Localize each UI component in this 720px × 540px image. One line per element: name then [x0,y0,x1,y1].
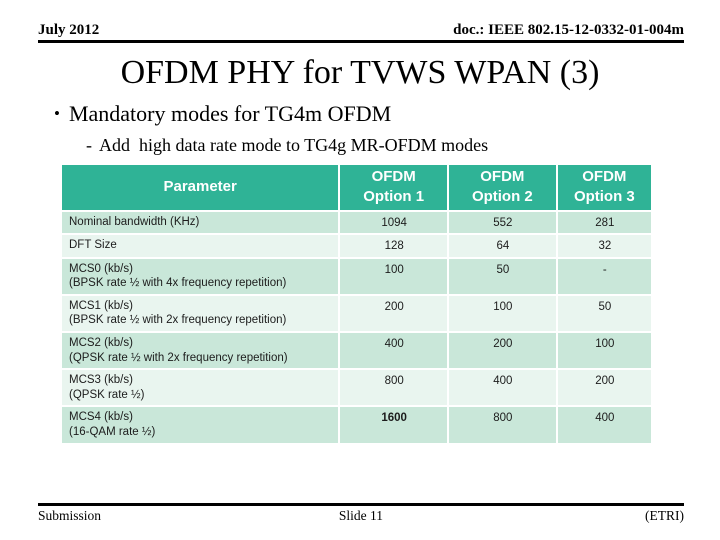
parameter-detail: (BPSK rate ½ with 2x frequency repetitio… [69,314,287,327]
value-cell: 100 [557,333,651,369]
ofdm-modes-table: Parameter OFDM Option 1 OFDM Option 2 OF… [60,163,653,445]
value-cell: 100 [340,258,448,294]
parameter-cell: MCS4 (kb/s) (16-QAM rate ½) [62,407,339,443]
value-cell: 50 [557,295,651,332]
parameter-cell: DFT Size [62,235,339,257]
page-title: OFDM PHY for TVWS WPAN (3) [120,54,600,91]
parameter-detail: (BPSK rate ½ with 4x frequency repetitio… [69,277,287,290]
column-header-label: Parameter [163,178,237,196]
value-cell: - [557,258,651,294]
value-cell: 800 [449,407,556,443]
slide-header: July 2012 doc.: IEEE 802.15-12-0332-01-0… [38,22,684,43]
parameter-name: Nominal bandwidth (KHz) [69,215,200,228]
table-row: MCS4 (kb/s) (16-QAM rate ½) 1600 800 400 [62,407,651,443]
value-cell: 800 [340,370,448,406]
value-cell: 552 [449,211,556,234]
value-cell: 400 [340,333,448,369]
column-header-parameter: Parameter [62,165,339,210]
value-cell: 32 [557,235,651,257]
parameter-cell: MCS0 (kb/s) (BPSK rate ½ with 4x frequenc… [62,258,339,294]
header-date: July 2012 [38,22,100,38]
table-row: MCS1 (kb/s) (BPSK rate ½ with 2x frequenc… [62,295,651,332]
column-header-option3: OFDM Option 3 [557,165,651,210]
parameter-name: MCS2 (kb/s) [69,337,133,350]
value-cell: 281 [557,211,651,234]
parameter-name: MCS3 (kb/s) [69,374,133,387]
column-header-label: Option 3 [573,188,635,206]
column-header-label: Option 2 [471,188,533,206]
parameter-cell: Nominal bandwidth (KHz) [62,211,339,234]
footer-slide-number: Slide 11 [338,508,384,523]
bullet-icon: • [54,104,60,123]
table-row: DFT Size 128 64 32 [62,235,651,257]
table-row: MCS3 (kb/s) (QPSK rate ½) 800 400 200 [62,370,651,406]
sub-bullet-dash: - [86,135,92,155]
column-header-label: Option 1 [363,188,425,206]
parameter-detail: (QPSK rate ½) [69,388,145,401]
value-cell: 128 [340,235,448,257]
parameter-detail: (QPSK rate ½ with 2x frequency repetitio… [69,351,288,364]
bullet-main: • Mandatory modes for TG4m OFDM [54,101,391,127]
bullet-sub: - Add high data rate mode to TG4g MR-OFDM… [86,135,488,156]
table-row: MCS2 (kb/s) (QPSK rate ½ with 2x frequenc… [62,333,651,369]
parameter-cell: MCS3 (kb/s) (QPSK rate ½) [62,370,339,406]
footer-submission: Submission [38,508,102,523]
column-header-option2: OFDM Option 2 [449,165,556,210]
value-cell: 1094 [340,211,448,234]
value-cell: 200 [340,295,448,332]
slide-footer: Submission Slide 11 (ETRI) [38,503,684,524]
parameter-name: DFT Size [69,239,117,252]
value-cell: 400 [449,370,556,406]
table-header-row: Parameter OFDM Option 1 OFDM Option 2 OF… [62,165,651,210]
table-row: Nominal bandwidth (KHz) 1094 552 281 [62,211,651,234]
parameter-name: MCS1 (kb/s) [69,299,133,312]
bullet-main-text: Mandatory modes for TG4m OFDM [68,101,392,126]
table-row: MCS0 (kb/s) (BPSK rate ½ with 4x frequenc… [62,258,651,294]
parameter-cell: MCS1 (kb/s) (BPSK rate ½ with 2x frequenc… [62,295,339,332]
parameter-name: MCS4 (kb/s) [69,411,133,424]
value-cell: 100 [449,295,556,332]
parameter-cell: MCS2 (kb/s) (QPSK rate ½ with 2x frequenc… [62,333,339,369]
column-header-option1: OFDM Option 1 [340,165,448,210]
parameter-detail: (16-QAM rate ½) [69,426,156,439]
bullet-sub-text: Add high data rate mode to TG4g MR-OFDM … [99,135,489,155]
column-header-label: OFDM [582,168,627,185]
column-header-label: OFDM [371,168,416,185]
value-cell: 50 [449,258,556,294]
value-cell: 64 [449,235,556,257]
value-cell-highlighted: 1600 [340,407,448,443]
header-doc-number: doc.: IEEE 802.15-12-0332-01-004m [453,22,684,38]
value-cell: 200 [557,370,651,406]
footer-affiliation: (ETRI) [645,508,684,523]
column-header-label: OFDM [480,168,525,185]
value-cell: 200 [449,333,556,369]
parameter-name: MCS0 (kb/s) [69,262,133,275]
value-cell: 400 [557,407,651,443]
